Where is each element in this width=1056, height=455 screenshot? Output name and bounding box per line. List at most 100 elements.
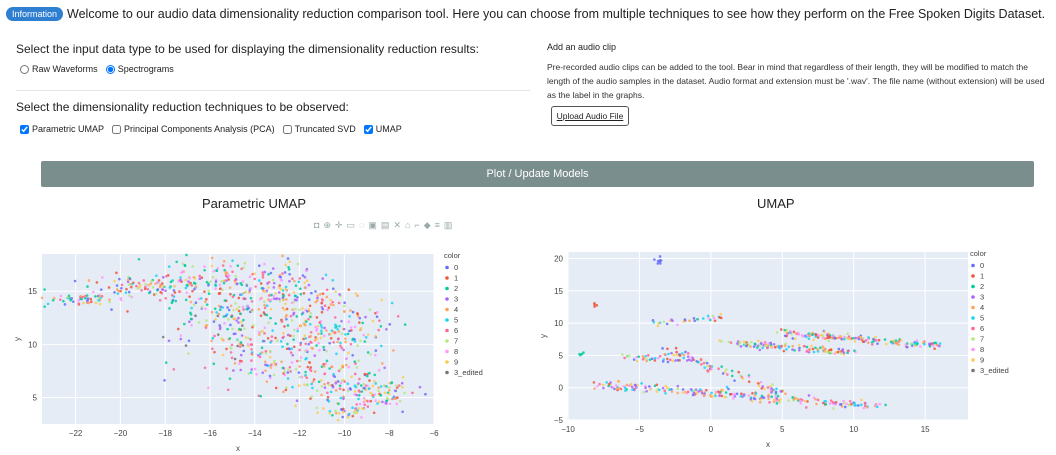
checkbox-truncated-svd-input[interactable]: [282, 124, 292, 134]
scatter-point: [653, 258, 656, 261]
legend-marker[interactable]: [445, 349, 449, 354]
legend-marker[interactable]: [971, 305, 975, 310]
scatter-point: [268, 355, 272, 359]
legend-marker[interactable]: [445, 307, 449, 312]
legend-item[interactable]: 9: [980, 356, 984, 365]
legend-item[interactable]: 2: [454, 284, 458, 293]
checkbox-truncated-svd[interactable]: Truncated SVD: [282, 124, 356, 134]
legend-item[interactable]: 9: [454, 358, 458, 367]
scatter-point: [322, 345, 325, 349]
home-icon[interactable]: ⌂: [404, 220, 411, 230]
legend-marker[interactable]: [445, 286, 449, 291]
checkbox-parametric-umap-input[interactable]: [20, 124, 29, 134]
legend-marker[interactable]: [971, 337, 975, 341]
legend-marker[interactable]: [971, 368, 975, 373]
legend-marker[interactable]: [971, 358, 975, 362]
legend-marker[interactable]: [445, 339, 449, 343]
legend-marker[interactable]: [971, 284, 975, 289]
scatter-point: [753, 342, 757, 346]
zoom-in-icon[interactable]: ▣: [368, 220, 377, 230]
legend-marker[interactable]: [971, 274, 975, 278]
legend-marker[interactable]: [445, 276, 449, 280]
plotly-logo-icon[interactable]: ▥: [443, 220, 453, 230]
legend-marker[interactable]: [445, 297, 449, 301]
scatter-point: [839, 334, 843, 338]
radio-raw-waveforms-input[interactable]: [20, 64, 29, 74]
checkbox-pca-input[interactable]: [112, 124, 122, 134]
scatter-point: [270, 335, 274, 338]
legend-marker[interactable]: [445, 265, 449, 270]
scatter-point: [706, 370, 710, 373]
spike-icon[interactable]: ⌐: [414, 220, 420, 230]
legend-marker[interactable]: [445, 360, 449, 364]
legend-item[interactable]: 7: [454, 337, 458, 346]
hover-compare-icon[interactable]: ≡: [434, 220, 440, 230]
zoom-icon[interactable]: ⊕: [323, 220, 331, 230]
legend-item[interactable]: 4: [980, 303, 984, 312]
lasso-icon[interactable]: ◌: [359, 220, 365, 230]
plot-update-button[interactable]: Plot / Update Models: [41, 161, 1034, 187]
scatter-point: [234, 275, 238, 278]
camera-icon[interactable]: ◘: [314, 220, 320, 230]
scatter-point: [307, 342, 311, 346]
checkbox-parametric-umap[interactable]: Parametric UMAP: [20, 124, 104, 134]
scatter-point: [418, 385, 422, 389]
autoscale-icon[interactable]: ✕: [393, 220, 401, 230]
scatter-point: [396, 315, 400, 318]
legend-item[interactable]: 3: [980, 293, 984, 302]
legend-item[interactable]: 3_edited: [454, 368, 483, 377]
scatter-point: [799, 399, 803, 403]
legend-marker[interactable]: [445, 318, 449, 322]
legend-marker[interactable]: [971, 316, 975, 320]
scatter-point: [77, 299, 80, 302]
scatter-point: [892, 339, 895, 342]
checkbox-umap-input[interactable]: [363, 124, 373, 134]
legend-item[interactable]: 4: [454, 305, 458, 314]
parametric-umap-chart[interactable]: −22 −20 −18 −16 −14 −12 −10 −8 −6 5 10 15 x y color 0 12…: [0, 240, 530, 455]
radio-raw-waveforms[interactable]: Raw Waveforms: [20, 64, 98, 74]
scatter-point: [821, 345, 825, 349]
legend-marker[interactable]: [971, 295, 975, 299]
plot-area[interactable]: [568, 252, 968, 420]
legend-item[interactable]: 2: [980, 282, 984, 291]
legend-marker[interactable]: [971, 263, 975, 268]
hover-closest-icon[interactable]: ◆: [423, 220, 431, 230]
legend-item[interactable]: 3: [454, 295, 458, 304]
upload-audio-button[interactable]: Upload Audio File: [551, 106, 629, 126]
scatter-point: [661, 360, 665, 363]
legend-item[interactable]: 7: [980, 335, 984, 344]
legend-marker[interactable]: [971, 347, 975, 352]
box-select-icon[interactable]: ▭: [346, 220, 356, 230]
checkbox-pca[interactable]: Principal Components Analysis (PCA): [112, 124, 275, 134]
scatter-point: [758, 344, 762, 347]
legend-item[interactable]: 5: [980, 314, 984, 323]
legend-item[interactable]: 0: [454, 263, 458, 272]
legend-item[interactable]: 8: [980, 345, 984, 354]
scatter-point: [773, 345, 777, 349]
legend-item[interactable]: 3_edited: [980, 366, 1009, 375]
legend-item[interactable]: 1: [980, 272, 984, 281]
scatter-point: [340, 379, 344, 382]
zoom-out-icon[interactable]: ▤: [380, 220, 390, 230]
legend-item[interactable]: 6: [454, 326, 458, 335]
legend-item[interactable]: 0: [980, 261, 984, 270]
radio-spectrograms-input[interactable]: [105, 64, 115, 74]
legend-item[interactable]: 1: [454, 274, 458, 283]
scatter-point: [184, 278, 188, 282]
scatter-point: [390, 381, 394, 384]
checkbox-umap[interactable]: UMAP: [363, 124, 402, 134]
legend-marker[interactable]: [971, 326, 975, 331]
scatter-point: [684, 390, 687, 394]
radio-spectrograms[interactable]: Spectrograms: [105, 64, 174, 74]
scatter-point: [686, 355, 690, 358]
legend-item[interactable]: 8: [454, 347, 458, 356]
pan-icon[interactable]: ✛: [334, 220, 343, 230]
legend-marker[interactable]: [445, 370, 449, 375]
scatter-point: [203, 290, 206, 293]
scatter-point: [233, 279, 237, 282]
legend-item[interactable]: 6: [980, 324, 984, 333]
legend-item[interactable]: 5: [454, 316, 458, 325]
scatter-point: [237, 296, 241, 300]
legend-marker[interactable]: [445, 328, 449, 333]
umap-chart[interactable]: −10 −5 0 5 10 15−505101520xycolor01234567893_…: [530, 240, 1056, 455]
